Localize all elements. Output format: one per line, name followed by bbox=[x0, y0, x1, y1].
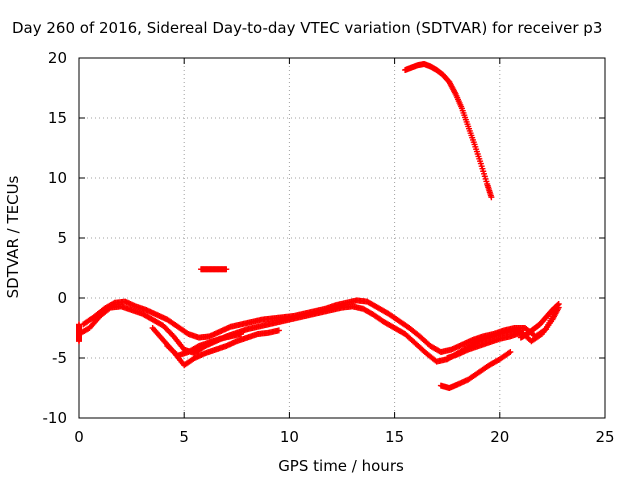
chart-title: Day 260 of 2016, Sidereal Day-to-day VTE… bbox=[12, 19, 602, 37]
series-arc-4 bbox=[164, 331, 245, 359]
series-arc-8 bbox=[444, 329, 524, 361]
y-tick-label: 10 bbox=[48, 169, 67, 187]
y-tick-label: 5 bbox=[57, 229, 67, 247]
x-tick-label: 0 bbox=[74, 428, 84, 446]
axes-border bbox=[78, 57, 606, 419]
x-tick-label: 15 bbox=[385, 428, 404, 446]
series-arc-3 bbox=[149, 325, 282, 369]
y-tick-label: -10 bbox=[43, 409, 68, 427]
data-point bbox=[555, 301, 562, 307]
y-tick-label: -5 bbox=[52, 349, 67, 367]
data-point bbox=[507, 349, 514, 355]
data-point bbox=[554, 301, 561, 308]
y-axis-label: SDTVAR / TECUs bbox=[4, 175, 22, 298]
data-point bbox=[223, 266, 230, 273]
x-tick-label: 20 bbox=[490, 428, 509, 446]
y-tick-label: 15 bbox=[48, 109, 67, 127]
y-tick-label: 0 bbox=[57, 289, 67, 307]
data-point bbox=[76, 338, 82, 345]
x-axis-label: GPS time / hours bbox=[278, 457, 404, 475]
data-point bbox=[238, 331, 245, 337]
series-arc-7 bbox=[437, 349, 514, 391]
data-point bbox=[488, 194, 495, 201]
data-points bbox=[76, 61, 562, 391]
series-arc-6 bbox=[402, 61, 495, 201]
plot-frame bbox=[78, 57, 606, 419]
series-arc-9 bbox=[517, 301, 562, 341]
series-arc-5 bbox=[198, 266, 230, 273]
x-tick-label: 5 bbox=[179, 428, 189, 446]
y-tick-label: 20 bbox=[48, 49, 67, 67]
x-tick-label: 10 bbox=[280, 428, 299, 446]
grid-lines bbox=[79, 58, 605, 418]
series-arc-10 bbox=[76, 321, 82, 345]
x-tick-label: 25 bbox=[595, 428, 614, 446]
axis-ticks: 0 5 10 15 20 25 -10 -5 0 5 10 15 20 bbox=[43, 49, 615, 446]
data-point bbox=[275, 327, 282, 334]
